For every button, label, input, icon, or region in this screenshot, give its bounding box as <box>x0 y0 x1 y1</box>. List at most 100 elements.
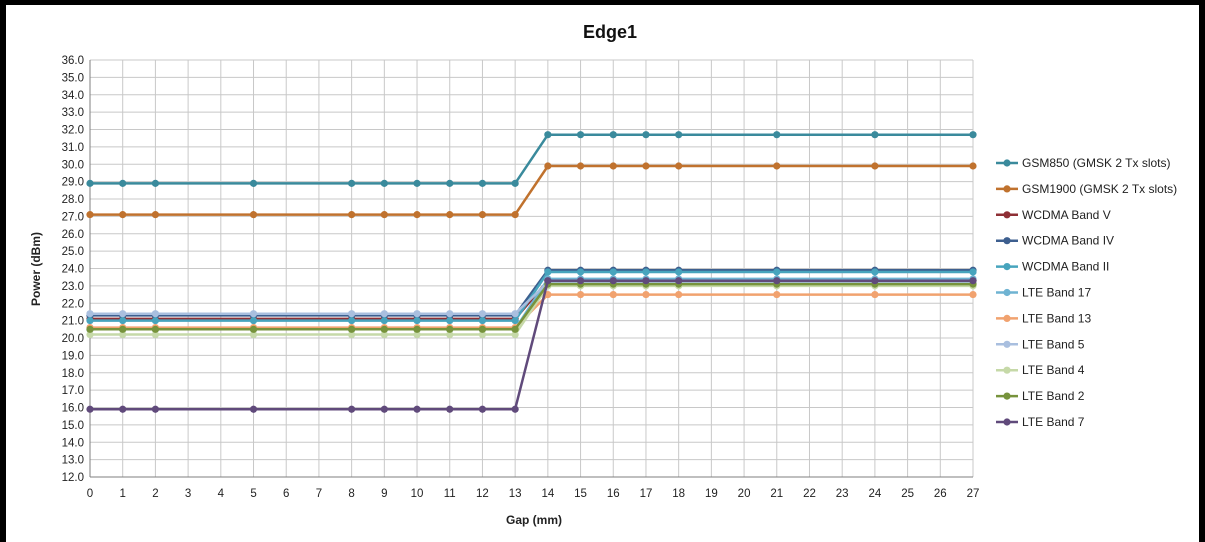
series-line <box>90 133 973 185</box>
series-line <box>90 270 973 322</box>
data-point <box>86 179 94 187</box>
data-point <box>249 405 258 413</box>
data-point <box>413 310 421 318</box>
legend-swatch-marker <box>1003 314 1011 322</box>
data-point <box>871 162 879 170</box>
series-line <box>90 164 973 216</box>
y-tick-label: 25.0 <box>62 246 84 258</box>
data-point <box>348 179 356 187</box>
data-point <box>478 330 487 339</box>
data-point <box>871 277 879 285</box>
y-axis: 12.0 13.0 14.0 15.0 16.0 17.0 18.0 19.0 20.0 21.0… <box>62 55 84 484</box>
data-point <box>348 405 356 413</box>
data-point <box>348 310 356 318</box>
data-point <box>511 211 519 219</box>
data-point <box>609 162 617 170</box>
y-tick-label: 34.0 <box>62 90 84 102</box>
data-point <box>511 310 519 318</box>
y-tick-label: 35.0 <box>62 72 84 84</box>
data-point <box>478 179 487 187</box>
data-point <box>871 131 879 139</box>
data-point <box>544 277 552 285</box>
data-point <box>413 211 421 219</box>
data-point <box>609 290 617 299</box>
data-point <box>380 310 388 318</box>
y-tick-label: 32.0 <box>62 125 84 137</box>
data-point <box>576 277 585 285</box>
data-point <box>119 179 127 187</box>
legend-swatch-marker <box>1003 237 1011 245</box>
data-point <box>511 405 519 413</box>
data-point <box>478 211 487 219</box>
legend-label: WCDMA Band V <box>1022 208 1111 222</box>
legend-entry: WCDMA Band II <box>996 260 1109 274</box>
data-point <box>119 325 127 333</box>
y-tick-label: 29.0 <box>62 177 84 189</box>
data-point <box>86 325 94 333</box>
data-point <box>675 290 683 299</box>
data-point <box>675 162 683 170</box>
legend-entry: LTE Band 4 <box>996 363 1085 377</box>
legend-label: LTE Band 17 <box>1022 286 1091 300</box>
x-tick-label: 13 <box>509 488 522 500</box>
series-line <box>90 279 973 411</box>
y-tick-label: 26.0 <box>62 229 84 241</box>
y-tick-label: 30.0 <box>62 159 84 171</box>
x-tick-label: 17 <box>640 488 653 500</box>
x-axis: 0 1 2 3 4 5 6 7 8 9 10 11 12 13 14 15 16 17 18 19 20 21 22 23 24… <box>87 488 980 500</box>
data-point <box>249 179 258 187</box>
y-tick-label: 27.0 <box>62 211 84 223</box>
data-point <box>119 317 127 325</box>
data-point <box>86 405 94 413</box>
legend-label: LTE Band 5 <box>1022 337 1085 351</box>
data-point <box>773 277 781 285</box>
series-2 <box>86 162 977 219</box>
data-point <box>544 162 552 170</box>
y-tick-label: 19.0 <box>62 350 84 362</box>
series-11 <box>86 277 977 413</box>
legend-swatch-marker <box>1003 392 1011 400</box>
data-point <box>348 325 356 333</box>
data-point <box>969 290 977 299</box>
x-tick-label: 18 <box>672 488 685 500</box>
data-point <box>446 325 454 333</box>
data-point <box>446 211 454 219</box>
x-tick-label: 3 <box>185 488 191 500</box>
x-tick-label: 27 <box>967 488 980 500</box>
data-point <box>380 317 388 325</box>
data-point <box>348 330 356 339</box>
x-tick-label: 1 <box>120 488 126 500</box>
legend-entry: LTE Band 2 <box>996 389 1085 403</box>
data-point <box>380 179 388 187</box>
legend-swatch-marker <box>1003 185 1011 193</box>
x-tick-label: 26 <box>934 488 947 500</box>
y-tick-label: 16.0 <box>62 403 84 415</box>
y-tick-label: 31.0 <box>62 142 84 154</box>
series-5 <box>86 268 977 325</box>
data-point <box>413 405 421 413</box>
legend-label: LTE Band 13 <box>1022 311 1091 325</box>
data-point <box>446 317 454 325</box>
data-point <box>446 330 454 339</box>
legend-swatch-marker <box>1003 159 1011 167</box>
y-tick-label: 23.0 <box>62 281 84 293</box>
x-tick-label: 21 <box>770 488 783 500</box>
data-point <box>576 290 585 299</box>
data-point <box>249 310 258 318</box>
data-point <box>86 330 94 339</box>
data-point <box>675 268 683 276</box>
data-point <box>773 131 781 139</box>
data-point <box>576 162 585 170</box>
series-line <box>90 293 973 329</box>
legend-swatch-marker <box>1003 211 1011 219</box>
data-point <box>348 211 356 219</box>
data-point <box>119 405 127 413</box>
data-point <box>380 405 388 413</box>
data-point <box>773 290 781 299</box>
legend-swatch-marker <box>1003 340 1011 348</box>
data-point <box>151 310 160 318</box>
legend-entry: GSM850 (GMSK 2 Tx slots) <box>996 156 1170 170</box>
legend-swatch-marker <box>1003 288 1011 297</box>
chart-title: Edge1 <box>583 22 637 42</box>
